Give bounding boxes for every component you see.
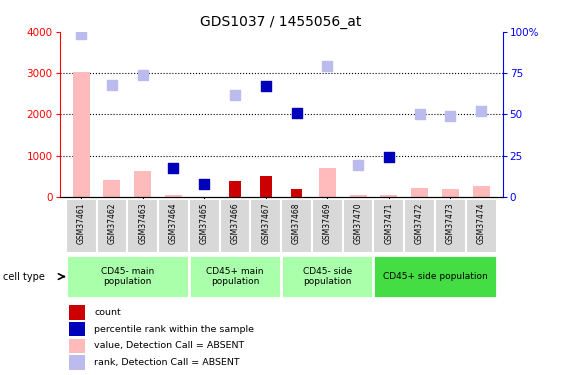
Point xyxy=(323,63,332,69)
Bar xyxy=(343,199,374,253)
Point xyxy=(107,82,116,88)
Text: GSM37472: GSM37472 xyxy=(415,202,424,243)
Text: CD45+ main
population: CD45+ main population xyxy=(206,267,264,286)
Bar xyxy=(411,188,428,197)
Text: CD45- main
population: CD45- main population xyxy=(101,267,154,286)
Text: rank, Detection Call = ABSENT: rank, Detection Call = ABSENT xyxy=(94,358,240,368)
Point xyxy=(231,92,240,98)
Text: CD45- side
population: CD45- side population xyxy=(303,267,352,286)
Bar xyxy=(374,255,496,298)
Bar xyxy=(97,199,127,253)
Bar xyxy=(260,176,272,197)
Bar xyxy=(66,199,97,253)
Bar xyxy=(134,171,151,197)
Bar xyxy=(281,199,312,253)
Text: GSM37462: GSM37462 xyxy=(107,202,116,243)
Bar xyxy=(66,255,189,298)
Bar xyxy=(189,255,281,298)
Bar xyxy=(319,168,336,197)
Point xyxy=(385,154,394,160)
Text: GSM37471: GSM37471 xyxy=(385,202,394,243)
Bar xyxy=(69,322,85,336)
Bar xyxy=(189,199,220,253)
Text: percentile rank within the sample: percentile rank within the sample xyxy=(94,325,254,334)
Bar xyxy=(250,199,281,253)
Point xyxy=(261,82,270,88)
Point xyxy=(415,111,424,117)
Bar xyxy=(381,195,397,197)
Text: CD45+ side population: CD45+ side population xyxy=(383,272,487,281)
Bar xyxy=(158,199,189,253)
Bar xyxy=(281,255,374,298)
Point xyxy=(138,72,147,78)
Bar xyxy=(229,181,241,197)
Text: count: count xyxy=(94,308,121,316)
Bar xyxy=(442,189,459,197)
Title: GDS1037 / 1455056_at: GDS1037 / 1455056_at xyxy=(201,15,362,30)
Bar xyxy=(466,199,496,253)
Bar xyxy=(350,195,366,197)
Bar xyxy=(374,199,404,253)
Bar xyxy=(220,199,250,253)
Bar xyxy=(69,305,85,320)
Text: GSM37468: GSM37468 xyxy=(292,202,301,243)
Bar xyxy=(312,199,343,253)
Point xyxy=(200,181,209,187)
Text: GSM37470: GSM37470 xyxy=(353,202,362,244)
Bar xyxy=(69,356,85,370)
Bar xyxy=(291,189,302,197)
Bar xyxy=(103,180,120,197)
Bar xyxy=(404,199,435,253)
Text: GSM37461: GSM37461 xyxy=(77,202,86,243)
Text: value, Detection Call = ABSENT: value, Detection Call = ABSENT xyxy=(94,341,244,350)
Text: GSM37474: GSM37474 xyxy=(477,202,486,244)
Text: GSM37463: GSM37463 xyxy=(138,202,147,244)
Bar xyxy=(69,339,85,353)
Text: GSM37469: GSM37469 xyxy=(323,202,332,244)
Point xyxy=(353,162,362,168)
Text: GSM37473: GSM37473 xyxy=(446,202,455,244)
Text: GSM37465: GSM37465 xyxy=(200,202,209,244)
Bar xyxy=(435,199,466,253)
Bar xyxy=(473,186,490,197)
Point xyxy=(169,165,178,171)
Point xyxy=(446,113,455,119)
Text: GSM37466: GSM37466 xyxy=(231,202,240,244)
Text: GSM37464: GSM37464 xyxy=(169,202,178,244)
Bar xyxy=(165,195,182,197)
Text: GSM37467: GSM37467 xyxy=(261,202,270,244)
Point xyxy=(292,110,301,116)
Bar xyxy=(127,199,158,253)
Point xyxy=(477,108,486,114)
Bar xyxy=(73,72,90,197)
Text: cell type: cell type xyxy=(3,272,45,282)
Point xyxy=(77,31,86,37)
